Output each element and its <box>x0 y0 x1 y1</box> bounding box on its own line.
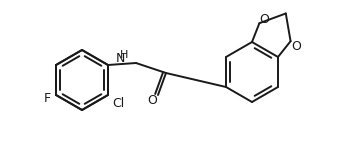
Text: H: H <box>120 50 128 60</box>
Text: O: O <box>259 13 270 26</box>
Text: O: O <box>292 40 301 53</box>
Text: N: N <box>115 52 125 65</box>
Text: Cl: Cl <box>112 97 124 110</box>
Text: F: F <box>43 91 51 104</box>
Text: O: O <box>147 93 157 106</box>
